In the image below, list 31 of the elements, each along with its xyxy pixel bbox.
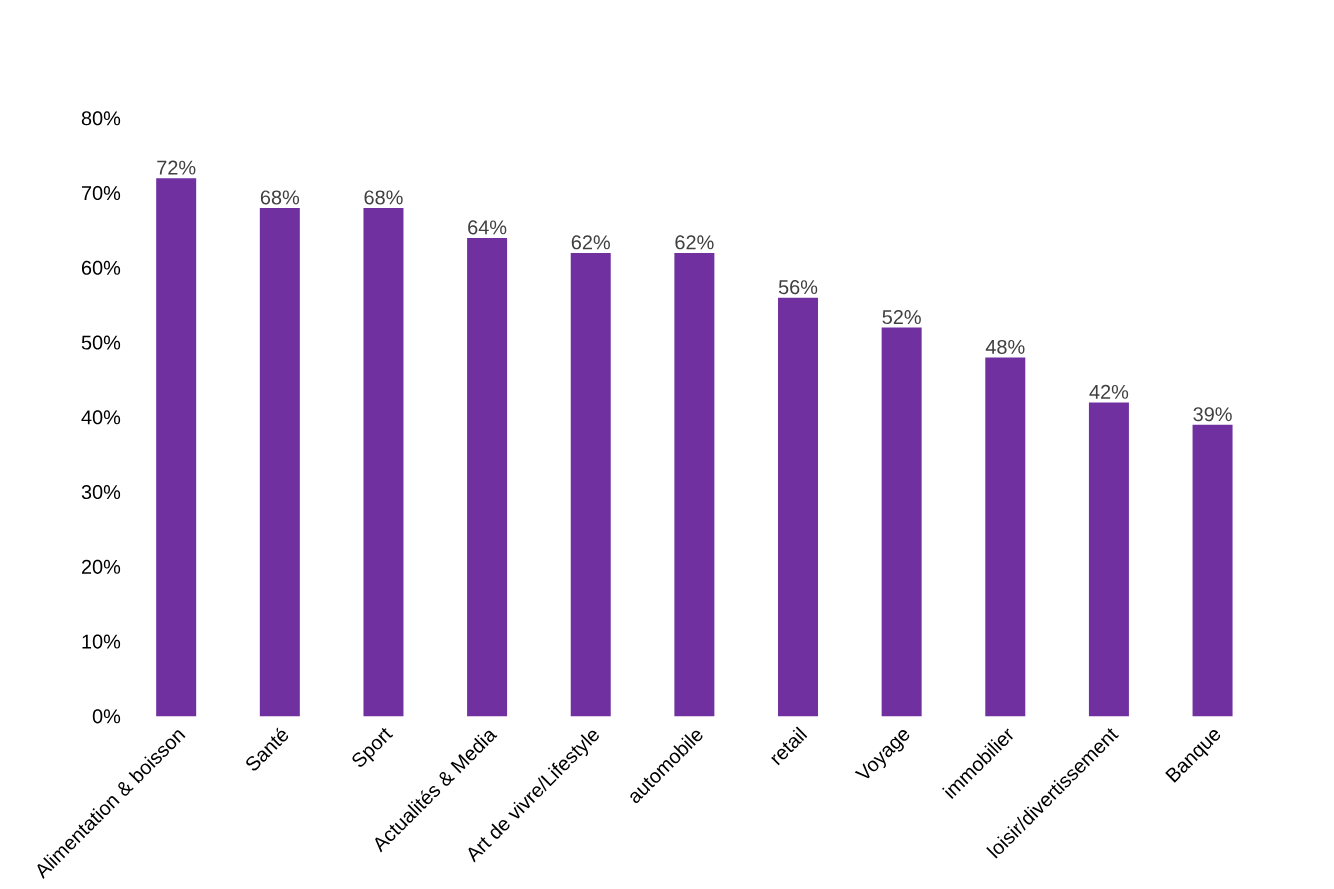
bar	[674, 252, 715, 717]
y-tick-label: 50%	[81, 335, 121, 350]
y-tick-label: 10%	[82, 634, 121, 649]
y-tick-label: 0%	[92, 709, 121, 724]
bar	[156, 178, 197, 717]
data-label: 42%	[1089, 384, 1129, 399]
y-tick-label: 70%	[81, 186, 121, 201]
data-label: 52%	[882, 310, 921, 325]
bar	[1192, 424, 1233, 717]
y-tick-label: 60%	[81, 260, 121, 275]
y-tick-label: 40%	[81, 410, 121, 425]
bar	[985, 357, 1026, 717]
bar	[1088, 402, 1129, 717]
data-label: 62%	[571, 235, 610, 250]
data-label: 68%	[364, 190, 403, 205]
y-tick-label: 30%	[81, 485, 121, 500]
y-tick-label: 80%	[81, 111, 121, 126]
data-label: 56%	[778, 280, 818, 295]
data-label: 48%	[985, 339, 1025, 354]
bar	[778, 297, 819, 717]
data-label: 72%	[157, 160, 196, 175]
y-tick-label: 20%	[81, 559, 121, 574]
data-label: 39%	[1193, 407, 1232, 422]
data-label: 62%	[675, 235, 714, 250]
data-label: 64%	[468, 220, 507, 235]
bar	[363, 208, 404, 717]
bar	[259, 208, 300, 717]
bar	[570, 252, 611, 717]
bar	[881, 327, 922, 717]
bar	[467, 237, 508, 717]
data-label: 68%	[260, 190, 300, 205]
